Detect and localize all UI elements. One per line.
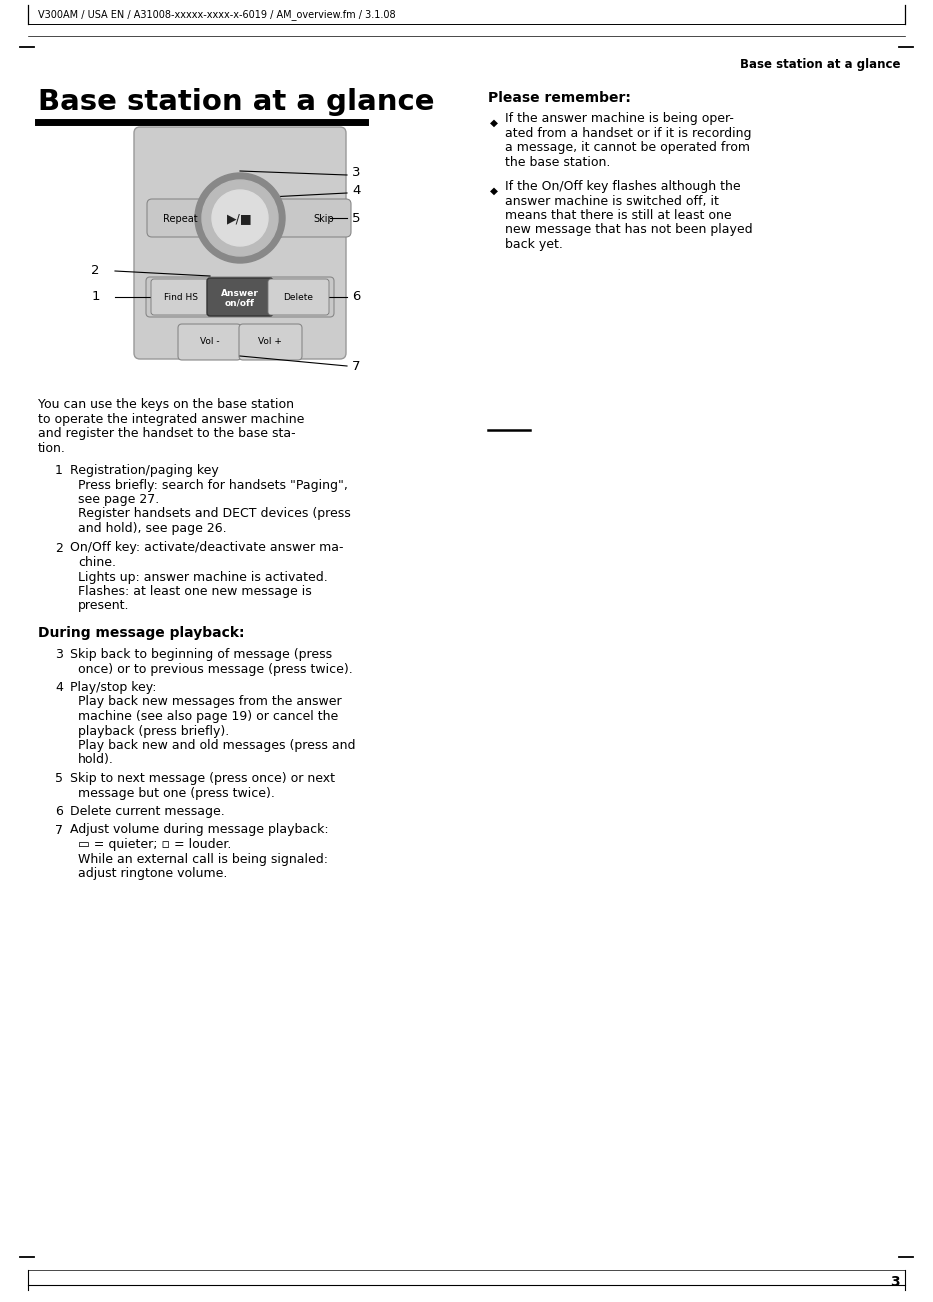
FancyBboxPatch shape	[268, 279, 329, 315]
Text: new message that has not been played: new message that has not been played	[505, 224, 753, 237]
Text: playback (press briefly).: playback (press briefly).	[78, 724, 230, 737]
Text: and register the handset to the base sta-: and register the handset to the base sta…	[38, 427, 296, 440]
Text: hold).: hold).	[78, 754, 114, 767]
Text: 4: 4	[55, 681, 63, 694]
Text: Skip back to beginning of message (press: Skip back to beginning of message (press	[70, 648, 332, 661]
Text: on/off: on/off	[225, 298, 255, 307]
Text: 2: 2	[55, 542, 63, 555]
Text: ▶/■: ▶/■	[228, 212, 253, 225]
Text: Press briefly: search for handsets "Paging",: Press briefly: search for handsets "Pagi…	[78, 479, 348, 491]
Text: ◆: ◆	[490, 118, 498, 128]
Text: Play/stop key:: Play/stop key:	[70, 681, 157, 694]
Text: ated from a handset or if it is recording: ated from a handset or if it is recordin…	[505, 126, 751, 139]
Text: 3: 3	[55, 648, 63, 661]
Text: Registration/paging key: Registration/paging key	[70, 464, 218, 477]
Text: Play back new and old messages (press and: Play back new and old messages (press an…	[78, 740, 355, 753]
Text: Please remember:: Please remember:	[488, 91, 631, 105]
Text: ▭ = quieter; ▫ = louder.: ▭ = quieter; ▫ = louder.	[78, 838, 231, 852]
Text: Find HS: Find HS	[164, 293, 198, 302]
Text: You can use the keys on the base station: You can use the keys on the base station	[38, 398, 294, 411]
Text: answer machine is switched off, it: answer machine is switched off, it	[505, 194, 718, 207]
Text: 1: 1	[55, 464, 63, 477]
Text: Vol -: Vol -	[201, 337, 220, 346]
Text: Register handsets and DECT devices (press: Register handsets and DECT devices (pres…	[78, 508, 351, 521]
Text: On/Off key: activate/deactivate answer ma-: On/Off key: activate/deactivate answer m…	[70, 542, 343, 555]
Text: back yet.: back yet.	[505, 238, 563, 251]
Text: If the On/Off key flashes although the: If the On/Off key flashes although the	[505, 180, 741, 193]
Text: adjust ringtone volume.: adjust ringtone volume.	[78, 867, 228, 880]
FancyBboxPatch shape	[147, 199, 285, 237]
Text: chine.: chine.	[78, 556, 116, 569]
Text: During message playback:: During message playback:	[38, 626, 244, 641]
Text: ◆: ◆	[490, 186, 498, 197]
Text: Answer: Answer	[221, 289, 259, 297]
Text: means that there is still at least one: means that there is still at least one	[505, 210, 731, 223]
Text: 4: 4	[352, 185, 360, 198]
Text: the base station.: the base station.	[505, 155, 610, 168]
Text: While an external call is being signaled:: While an external call is being signaled…	[78, 853, 328, 866]
FancyBboxPatch shape	[239, 324, 302, 359]
Text: V300AM / USA EN / A31008-xxxxx-xxxx-x-6019 / AM_overview.fm / 3.1.08: V300AM / USA EN / A31008-xxxxx-xxxx-x-60…	[38, 9, 396, 21]
Circle shape	[195, 173, 285, 263]
Text: Flashes: at least one new message is: Flashes: at least one new message is	[78, 585, 312, 598]
Text: 6: 6	[55, 805, 63, 818]
FancyBboxPatch shape	[151, 279, 212, 315]
Text: present.: present.	[78, 599, 130, 612]
Text: Vol +: Vol +	[258, 337, 282, 346]
Text: Lights up: answer machine is activated.: Lights up: answer machine is activated.	[78, 570, 327, 583]
FancyBboxPatch shape	[146, 277, 334, 316]
Text: Delete: Delete	[283, 293, 313, 302]
Text: If the answer machine is being oper-: If the answer machine is being oper-	[505, 112, 734, 125]
Text: message but one (press twice).: message but one (press twice).	[78, 786, 275, 799]
Text: Base station at a glance: Base station at a glance	[740, 59, 900, 72]
Text: to operate the integrated answer machine: to operate the integrated answer machine	[38, 413, 304, 426]
Text: machine (see also page 19) or cancel the: machine (see also page 19) or cancel the	[78, 710, 339, 723]
Text: Skip to next message (press once) or next: Skip to next message (press once) or nex…	[70, 772, 335, 785]
Text: see page 27.: see page 27.	[78, 493, 160, 506]
FancyBboxPatch shape	[134, 128, 346, 359]
FancyBboxPatch shape	[213, 199, 351, 237]
Text: 3: 3	[352, 167, 360, 180]
Text: Skip: Skip	[313, 214, 334, 224]
Text: a message, it cannot be operated from: a message, it cannot be operated from	[505, 141, 750, 154]
Text: 3: 3	[890, 1275, 900, 1289]
Text: Repeat: Repeat	[162, 214, 197, 224]
Text: 7: 7	[352, 359, 360, 372]
FancyBboxPatch shape	[178, 324, 241, 359]
Text: Delete current message.: Delete current message.	[70, 805, 225, 818]
Circle shape	[212, 190, 268, 246]
Text: tion.: tion.	[38, 441, 66, 454]
Text: once) or to previous message (press twice).: once) or to previous message (press twic…	[78, 663, 353, 676]
Text: 7: 7	[55, 823, 63, 836]
Text: 5: 5	[55, 772, 63, 785]
Text: 2: 2	[91, 264, 100, 277]
Circle shape	[202, 180, 278, 256]
Text: 1: 1	[91, 290, 100, 303]
Text: Play back new messages from the answer: Play back new messages from the answer	[78, 695, 341, 708]
Text: and hold), see page 26.: and hold), see page 26.	[78, 522, 227, 535]
Text: Adjust volume during message playback:: Adjust volume during message playback:	[70, 823, 328, 836]
Text: Base station at a glance: Base station at a glance	[38, 89, 435, 116]
FancyBboxPatch shape	[207, 279, 273, 316]
Text: 6: 6	[352, 290, 360, 303]
Text: 5: 5	[352, 211, 360, 224]
